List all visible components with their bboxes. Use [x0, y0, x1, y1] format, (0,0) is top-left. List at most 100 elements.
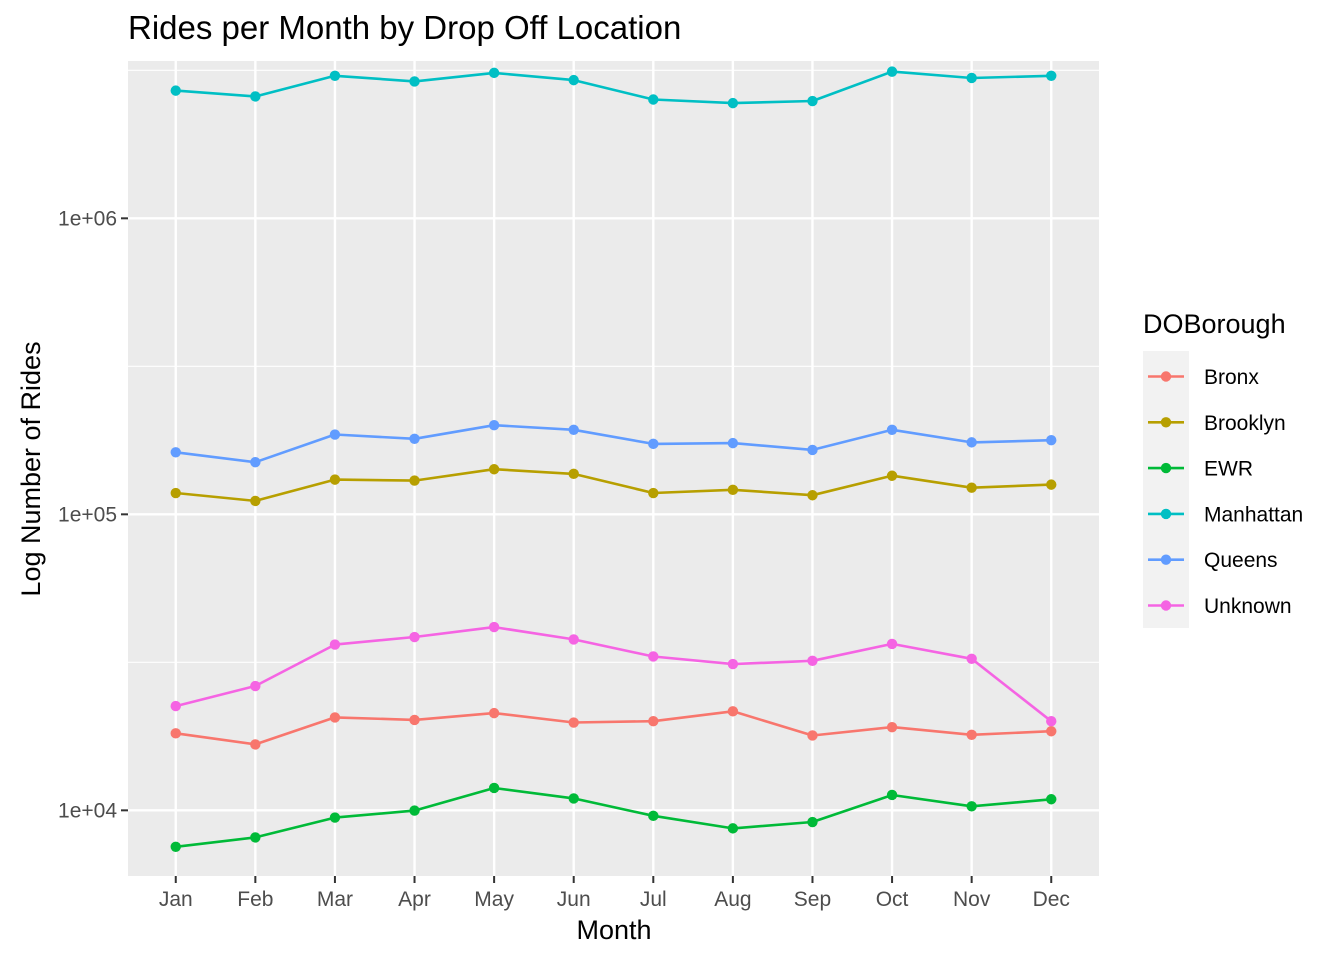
data-point-queens-jan	[170, 447, 181, 458]
data-point-queens-feb	[250, 457, 261, 468]
data-point-unknown-jul	[648, 651, 659, 662]
data-point-unknown-apr	[409, 631, 420, 643]
data-point-brooklyn-jun	[568, 468, 579, 480]
series-unknown	[170, 621, 1057, 727]
data-point-manhattan-apr	[409, 76, 420, 87]
data-point-bronx-aug	[727, 706, 739, 717]
data-point-ewr-jan	[170, 841, 181, 853]
data-point-brooklyn-may	[488, 464, 500, 475]
data-point-unknown-nov	[966, 653, 977, 665]
data-point-ewr-aug	[727, 823, 739, 834]
data-point-unknown-feb	[250, 680, 261, 692]
legend-key-point	[1160, 417, 1172, 428]
data-point-brooklyn-aug	[727, 484, 739, 496]
x-tick-label-jan: Jan	[159, 888, 193, 911]
series-line-ewr	[175, 786, 1052, 849]
data-point-bronx-jan	[170, 728, 181, 739]
x-tick-label-feb: Feb	[237, 888, 273, 911]
data-point-unknown-sep	[807, 655, 818, 667]
legend-label-unknown: Unknown	[1204, 595, 1292, 618]
x-axis: Jan Feb Mar Apr May Jun Jul Aug Sep Oct Nov Dec	[159, 876, 1070, 911]
legend-label-bronx: Bronx	[1204, 366, 1259, 389]
legend-label-ewr: EWR	[1204, 458, 1253, 481]
data-point-bronx-mar	[329, 712, 341, 723]
legend-item-unknown: Unknown	[1148, 595, 1292, 618]
data-point-queens-sep	[807, 444, 818, 456]
legend-item-brooklyn: Brooklyn	[1148, 412, 1286, 435]
series-line-unknown	[175, 625, 1053, 723]
legend-key-point	[1160, 462, 1172, 474]
data-point-queens-jul	[648, 438, 659, 450]
data-point-unknown-jun	[568, 634, 579, 645]
legend-item-queens: Queens	[1148, 549, 1278, 572]
data-point-unknown-oct	[886, 638, 898, 650]
data-point-manhattan-feb	[250, 91, 261, 102]
data-point-ewr-may	[488, 782, 500, 794]
data-point-unknown-aug	[727, 658, 739, 670]
series-line-queens	[175, 423, 1052, 464]
data-point-brooklyn-dec	[1046, 479, 1057, 490]
legend-item-manhattan: Manhattan	[1148, 503, 1303, 526]
data-point-bronx-feb	[250, 739, 261, 750]
data-point-bronx-dec	[1046, 726, 1057, 737]
data-point-brooklyn-nov	[966, 482, 977, 493]
series-line-brooklyn	[175, 467, 1052, 503]
data-point-brooklyn-mar	[329, 474, 341, 485]
data-point-brooklyn-sep	[807, 490, 818, 501]
data-point-queens-mar	[329, 429, 341, 440]
series-queens	[170, 420, 1057, 468]
data-point-brooklyn-oct	[886, 470, 898, 481]
data-point-queens-oct	[886, 424, 898, 435]
series-line-manhattan	[175, 70, 1052, 105]
data-point-ewr-oct	[886, 789, 898, 801]
series-brooklyn	[170, 464, 1057, 507]
legend-label-brooklyn: Brooklyn	[1204, 412, 1286, 435]
series-manhattan	[170, 66, 1057, 109]
data-point-ewr-jul	[648, 810, 659, 822]
data-point-queens-dec	[1046, 435, 1057, 446]
data-point-queens-nov	[966, 437, 977, 448]
x-axis-title: Month	[576, 915, 651, 945]
x-tick-label-may: May	[474, 888, 514, 911]
data-point-bronx-jul	[648, 716, 659, 727]
x-tick-label-dec: Dec	[1033, 888, 1070, 911]
data-point-ewr-nov	[966, 801, 977, 812]
legend-key-point	[1160, 554, 1172, 565]
x-tick-label-jun: Jun	[557, 888, 591, 911]
legend-items: Bronx Brooklyn EWR Manhattan Queens Unknown	[1148, 366, 1303, 618]
data-point-bronx-oct	[886, 721, 898, 733]
data-point-brooklyn-feb	[250, 495, 261, 507]
data-point-manhattan-may	[488, 67, 500, 79]
x-tick-label-jul: Jul	[640, 888, 667, 911]
data-point-manhattan-jun	[568, 74, 579, 86]
x-tick-label-nov: Nov	[953, 888, 991, 911]
x-tick-label-apr: Apr	[398, 888, 431, 911]
data-point-queens-aug	[727, 437, 739, 449]
data-point-manhattan-jul	[648, 94, 659, 105]
data-point-queens-may	[488, 420, 500, 431]
legend-title: DOBorough	[1143, 309, 1286, 339]
data-point-ewr-dec	[1046, 794, 1057, 805]
data-point-manhattan-sep	[807, 95, 818, 107]
x-tick-label-aug: Aug	[714, 888, 751, 911]
minor-gridlines	[128, 69, 1099, 663]
data-point-manhattan-aug	[727, 97, 739, 109]
data-point-manhattan-oct	[886, 66, 898, 77]
legend-key-point	[1160, 371, 1172, 382]
y-tick-label: 1e+05	[58, 503, 117, 526]
data-point-brooklyn-jul	[648, 487, 659, 499]
y-tick-label: 1e+04	[58, 799, 117, 822]
data-point-unknown-mar	[329, 639, 341, 650]
major-gridlines	[128, 61, 1099, 876]
data-point-manhattan-nov	[966, 72, 977, 84]
data-point-bronx-sep	[807, 730, 818, 741]
data-point-ewr-jun	[568, 793, 579, 804]
series-line-bronx	[175, 709, 1052, 746]
x-tick-label-mar: Mar	[317, 888, 353, 911]
legend-key-point	[1160, 600, 1172, 611]
data-point-ewr-feb	[250, 832, 261, 843]
series-ewr	[170, 782, 1057, 853]
data-point-ewr-mar	[329, 812, 341, 823]
chart-title: Rides per Month by Drop Off Location	[128, 9, 681, 46]
